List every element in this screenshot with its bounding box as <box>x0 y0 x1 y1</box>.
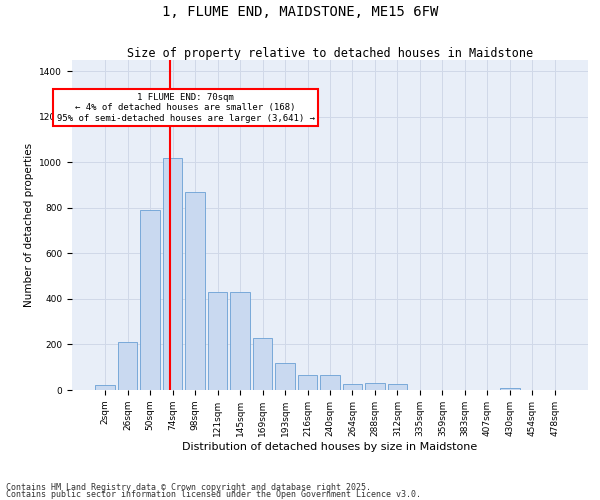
Y-axis label: Number of detached properties: Number of detached properties <box>24 143 34 307</box>
Bar <box>343 384 362 390</box>
Bar <box>500 388 520 390</box>
Bar <box>118 342 137 390</box>
Bar <box>365 383 385 390</box>
Title: Size of property relative to detached houses in Maidstone: Size of property relative to detached ho… <box>127 47 533 60</box>
Bar <box>320 375 340 390</box>
X-axis label: Distribution of detached houses by size in Maidstone: Distribution of detached houses by size … <box>182 442 478 452</box>
Text: 1 FLUME END: 70sqm
← 4% of detached houses are smaller (168)
95% of semi-detache: 1 FLUME END: 70sqm ← 4% of detached hous… <box>56 93 314 123</box>
Bar <box>388 384 407 390</box>
Bar <box>230 292 250 390</box>
Bar <box>185 192 205 390</box>
Bar <box>275 362 295 390</box>
Text: 1, FLUME END, MAIDSTONE, ME15 6FW: 1, FLUME END, MAIDSTONE, ME15 6FW <box>162 5 438 19</box>
Text: Contains public sector information licensed under the Open Government Licence v3: Contains public sector information licen… <box>6 490 421 499</box>
Bar <box>208 292 227 390</box>
Bar <box>253 338 272 390</box>
Bar <box>140 210 160 390</box>
Bar <box>95 386 115 390</box>
Text: Contains HM Land Registry data © Crown copyright and database right 2025.: Contains HM Land Registry data © Crown c… <box>6 484 371 492</box>
Bar <box>163 158 182 390</box>
Bar <box>298 375 317 390</box>
